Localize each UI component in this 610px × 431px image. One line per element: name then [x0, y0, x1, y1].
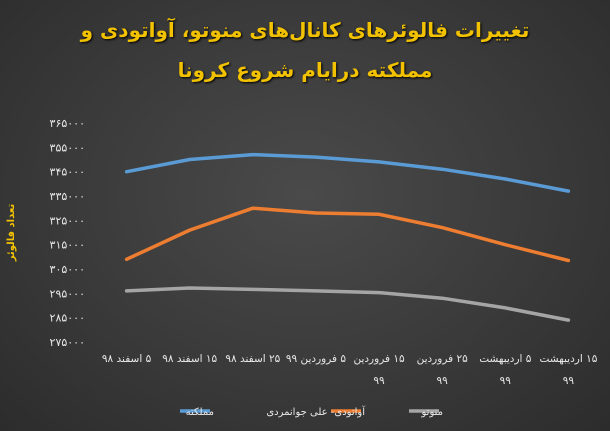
- y-tick-label: ۳۴۵۰۰۰: [50, 166, 85, 179]
- series-line: [124, 206, 571, 263]
- x-tick-label: ۱۵ فروردین: [353, 353, 405, 365]
- x-tick-label: ۹۹: [563, 375, 575, 387]
- x-tick-label: ۹۹: [373, 375, 385, 387]
- x-tick-label: ۱۵ اردیبهشت: [539, 353, 597, 365]
- x-tick-label: ۲۵ اسفند ۹۸: [225, 353, 280, 365]
- series-line: [124, 152, 571, 193]
- x-tick-label: ۵ اسفند ۹۸: [102, 353, 152, 365]
- legend-label: منوتو: [421, 407, 444, 418]
- x-tick-label: ۹۹: [437, 375, 449, 387]
- y-tick-label: ۳۶۵۰۰۰: [50, 117, 85, 130]
- y-tick-label: ۲۸۵۰۰۰: [50, 312, 85, 325]
- x-tick-label: ۹۹: [500, 375, 512, 387]
- series-line: [124, 286, 571, 322]
- y-axis-title: تعداد فالوئر: [6, 204, 17, 263]
- y-tick-label: ۲۹۵۰۰۰: [50, 287, 85, 300]
- x-tick-label: ۲۵ فروردین: [417, 353, 469, 365]
- x-tick-label: ۵ فروردین ۹۹: [286, 353, 347, 365]
- y-tick-label: ۲۷۵۰۰۰: [50, 336, 85, 349]
- chart-title-line-1: تغییرات فالوئرهای کانال‌های منوتو، آواتو…: [80, 18, 530, 42]
- legend-label: آواتودی- علی جوانمردی: [266, 405, 366, 418]
- chart-title-line-2: مملکته درایام شروع کرونا: [177, 58, 433, 82]
- legend-label: مملکته: [186, 407, 214, 418]
- y-tick-label: ۳۰۵۰۰۰: [50, 263, 85, 276]
- y-tick-label: ۳۵۵۰۰۰: [50, 141, 85, 154]
- y-tick-label: ۳۲۵۰۰۰: [50, 214, 85, 227]
- x-tick-label: ۱۵ اسفند ۹۸: [162, 353, 217, 365]
- y-tick-label: ۳۳۵۰۰۰: [50, 190, 85, 203]
- x-tick-label: ۵ اردیبهشت: [479, 353, 532, 365]
- y-tick-label: ۳۱۵۰۰۰: [50, 239, 85, 252]
